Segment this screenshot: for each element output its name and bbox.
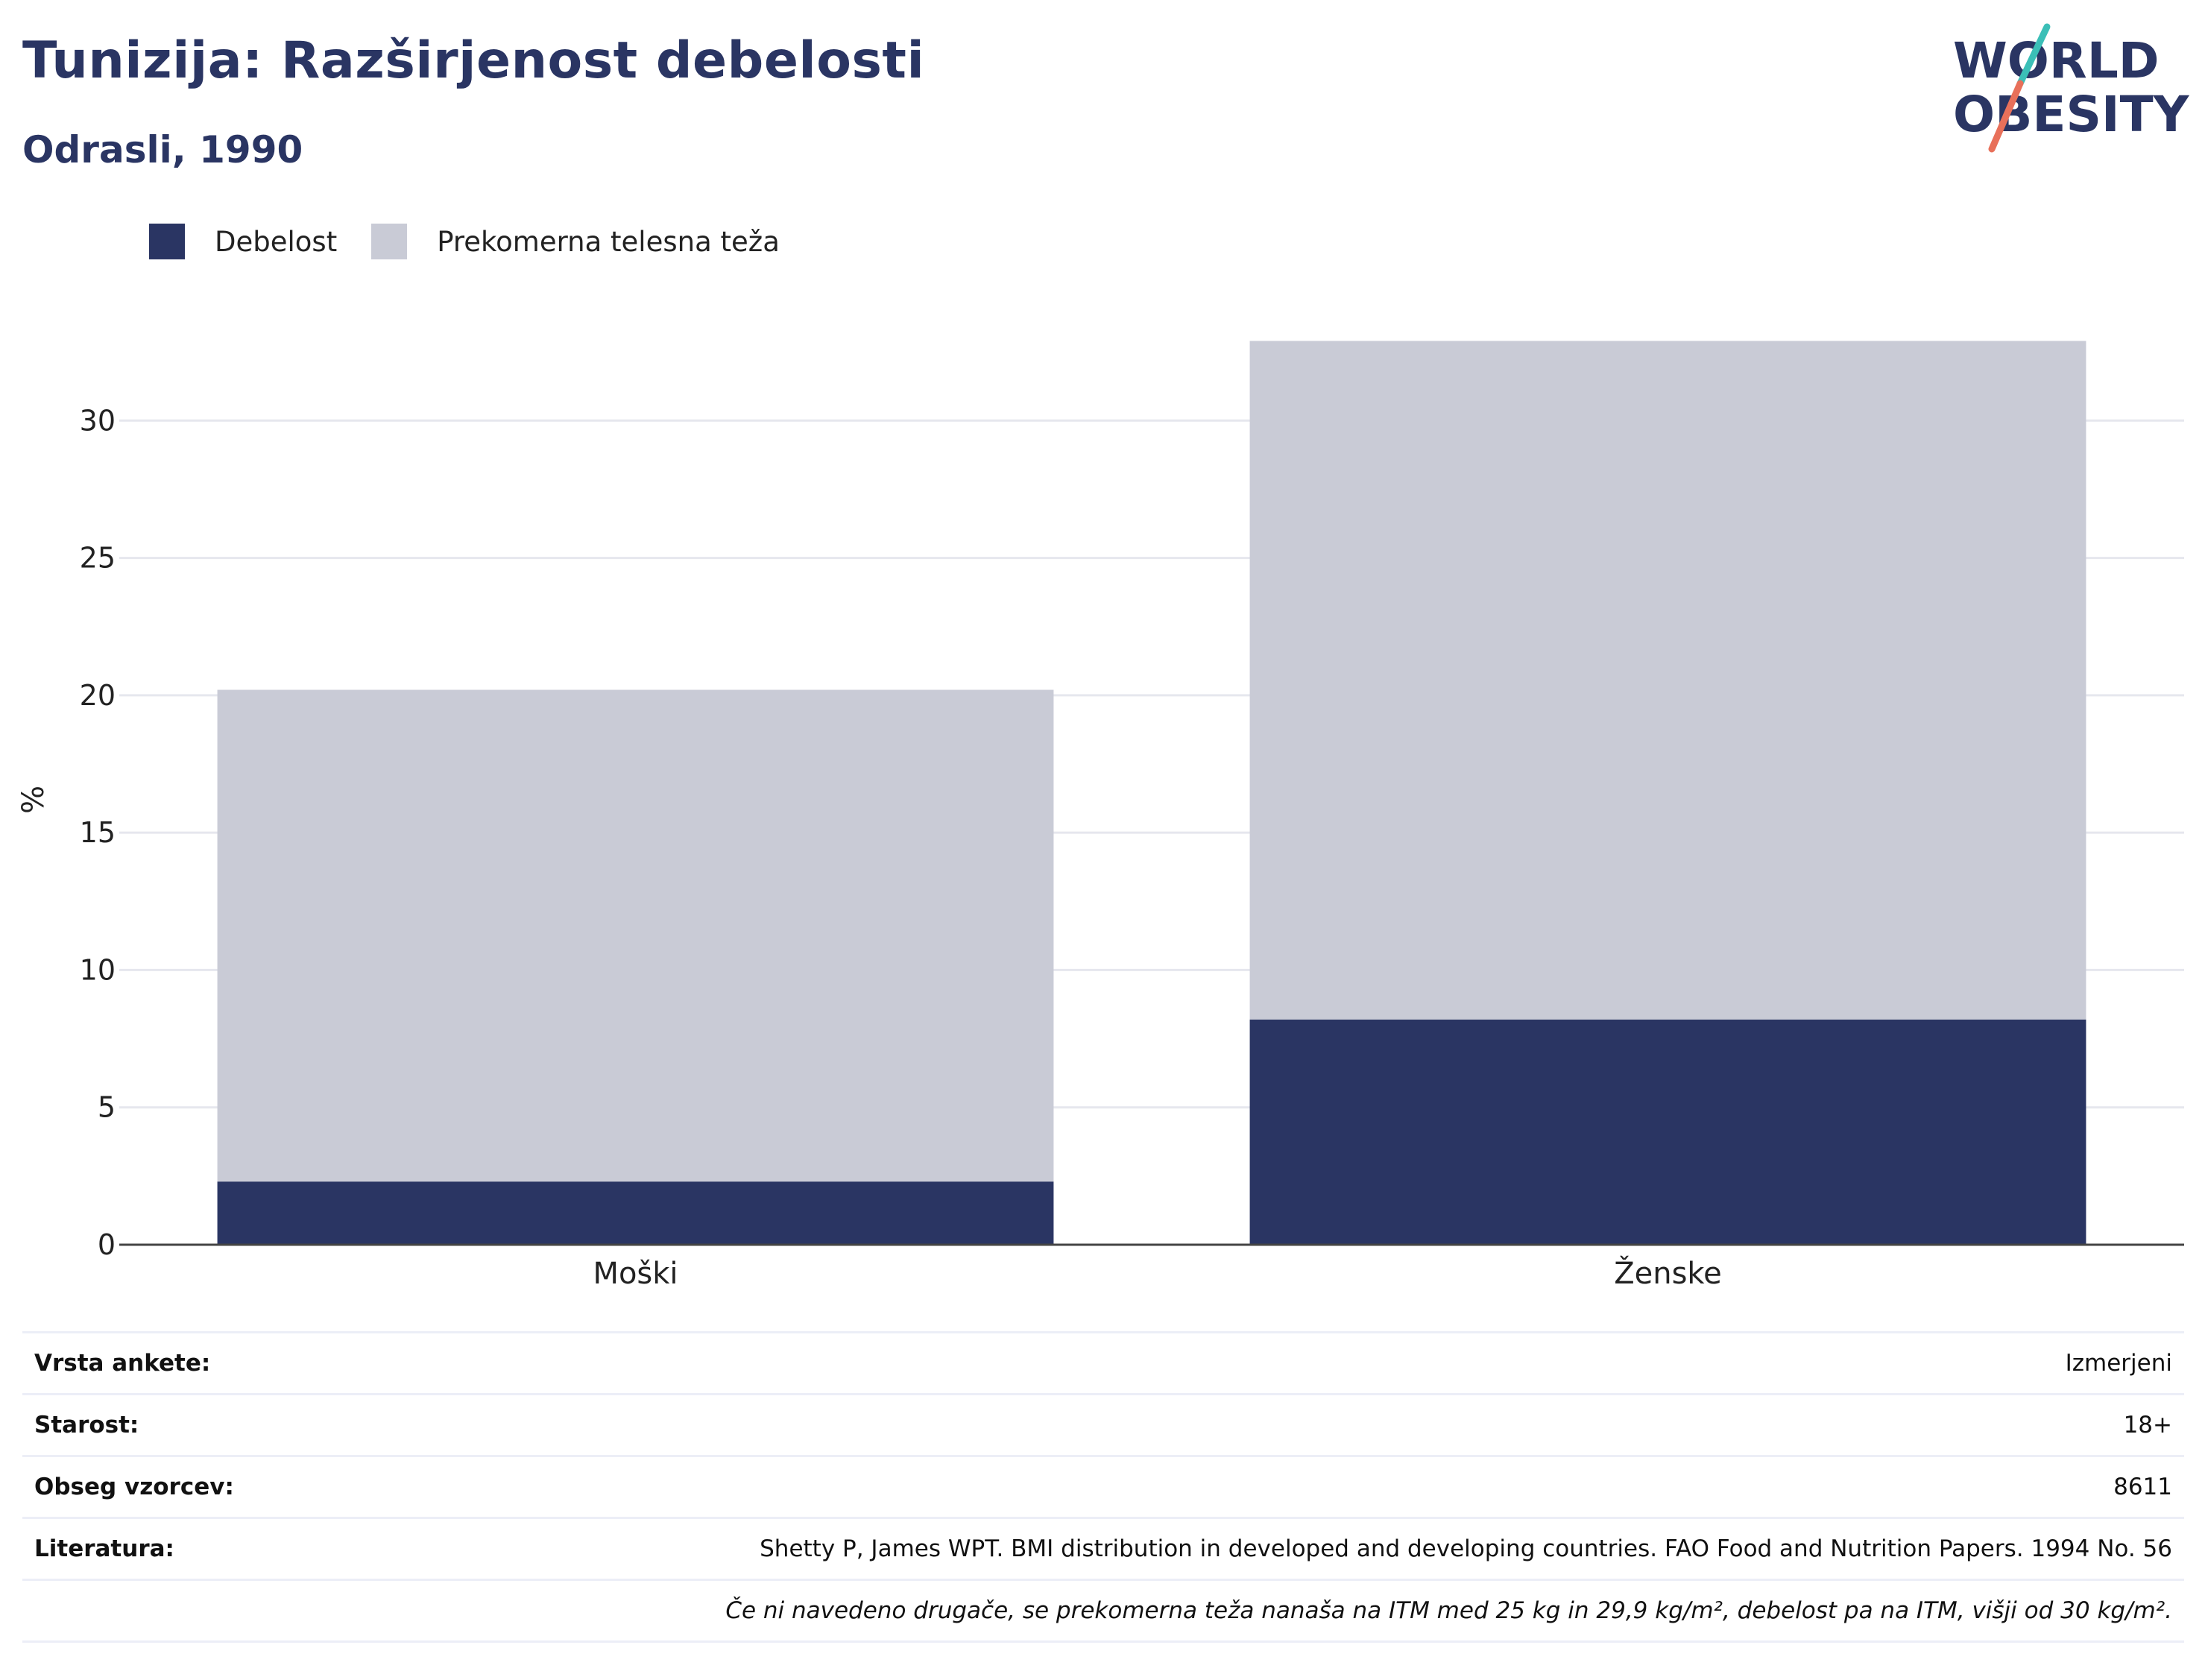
- x-tick-label: Ženske: [1614, 1255, 1722, 1291]
- chart-subtitle: Odrasli, 1990: [22, 128, 303, 171]
- bar-debelost: [1249, 1019, 2086, 1245]
- info-label: Literatura:: [22, 1517, 434, 1580]
- chart-legend: Debelost Prekomerna telesna teža: [149, 221, 814, 262]
- info-label: Vrsta ankete:: [22, 1331, 434, 1395]
- bar-debelost: [217, 1181, 1054, 1245]
- y-tick-label: 10: [80, 953, 116, 986]
- bar-prekomerna: [1249, 341, 2086, 1020]
- y-axis-label: %: [16, 786, 51, 814]
- info-label: Starost:: [22, 1393, 434, 1456]
- chart-bars: [217, 341, 2086, 1245]
- info-row-note: Če ni navedeno drugače, se prekomerna te…: [22, 1579, 2184, 1643]
- y-tick-label: 20: [80, 679, 116, 712]
- info-value: Shetty P, James WPT. BMI distribution in…: [434, 1517, 2184, 1580]
- y-tick-label: 25: [80, 542, 116, 575]
- y-axis-ticks: 0 5 10 15 20 25 30: [80, 404, 116, 1261]
- info-value: 18+: [434, 1393, 2184, 1456]
- legend-item-prekomerna[interactable]: Prekomerna telesna teža: [371, 224, 780, 259]
- info-value: 8611: [434, 1455, 2184, 1518]
- y-tick-label: 0: [98, 1228, 116, 1261]
- chart-title: Tunizija: Razširjenost debelosti: [22, 31, 925, 90]
- legend-swatch-debelost: [149, 224, 185, 259]
- y-tick-label: 30: [80, 404, 116, 437]
- x-tick-label: Moški: [593, 1257, 678, 1291]
- legend-swatch-prekomerna: [371, 224, 408, 259]
- y-tick-label: 15: [80, 816, 116, 849]
- info-row-reference: Literatura: Shetty P, James WPT. BMI dis…: [22, 1517, 2184, 1580]
- info-label: Obseg vzorcev:: [22, 1455, 434, 1518]
- bar-prekomerna: [217, 689, 1054, 1182]
- legend-item-debelost[interactable]: Debelost: [149, 224, 337, 259]
- info-row-age: Starost: 18+: [22, 1393, 2184, 1456]
- definition-note: Če ni navedeno drugače, se prekomerna te…: [22, 1579, 2184, 1643]
- legend-label-prekomerna: Prekomerna telesna teža: [437, 225, 780, 258]
- y-tick-label: 5: [98, 1091, 116, 1124]
- logo-word-world: WORLD: [1953, 32, 2160, 89]
- x-axis-ticks: Moški Ženske: [593, 1255, 1721, 1291]
- survey-info-table: Vrsta ankete: Izmerjeni Starost: 18+ Obs…: [22, 1331, 2184, 1643]
- stacked-bar-chart: 0 5 10 15 20 25 30 Moški Ženske %: [16, 341, 2184, 1291]
- logo-word-obesity: OBESITY: [1953, 86, 2190, 143]
- info-value: Izmerjeni: [434, 1331, 2184, 1395]
- info-row-survey-type: Vrsta ankete: Izmerjeni: [22, 1331, 2184, 1395]
- logo-slash-coral: [1988, 80, 2024, 153]
- world-obesity-logo: WORLD OBESITY: [1953, 23, 2190, 153]
- info-row-sample-size: Obseg vzorcev: 8611: [22, 1455, 2184, 1518]
- legend-label-debelost: Debelost: [215, 225, 338, 258]
- logo-slash-teal: [2016, 23, 2051, 87]
